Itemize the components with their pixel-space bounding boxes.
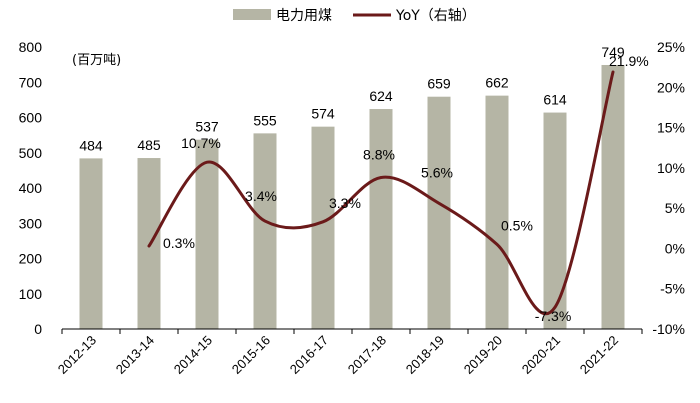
x-tick-label: 2012-13: [55, 333, 99, 377]
y-left-axis: 0 100 200 300 400 500 600 700 800: [19, 39, 43, 337]
y-right-tick-label: 25%: [657, 39, 685, 55]
x-tick-label: 2020-21: [519, 333, 563, 377]
unit-label: (百万吨): [72, 53, 121, 68]
x-tick-label: 2013-14: [113, 333, 157, 377]
bar: [253, 133, 277, 329]
bar-value-label: 484: [79, 137, 103, 153]
yoy-value-label: 0.5%: [501, 217, 533, 233]
x-axis-ticks: 2012-13 2013-14 2014-15 2015-16 2016-17 2017-…: [55, 329, 643, 377]
yoy-line-layer: [147, 70, 615, 316]
bar-value-label: 555: [253, 112, 277, 128]
legend-line-label: YoY（右轴）: [395, 8, 476, 24]
bar: [601, 64, 625, 329]
legend-bar-swatch: [233, 9, 271, 20]
yoy-value-label: 3.4%: [245, 188, 277, 204]
y-right-tick-label: 0%: [665, 240, 685, 256]
y-left-tick-label: 800: [19, 39, 43, 55]
x-tick-label: 2019-20: [461, 333, 505, 377]
y-right-tick-label: 10%: [657, 160, 685, 176]
bar-value-label: 662: [485, 75, 509, 91]
yoy-value-label: -7.3%: [535, 308, 572, 324]
x-tick-label: 2018-19: [403, 333, 447, 377]
yoy-value-label: 5.6%: [421, 164, 453, 180]
y-right-tick-label: 15%: [657, 120, 685, 136]
bar: [369, 109, 393, 329]
y-left-tick-label: 500: [19, 145, 43, 161]
yoy-value-label: 0.3%: [163, 235, 195, 251]
bar-labels: 484 485 537 555 574 624 659 662 614 749: [79, 44, 625, 153]
yoy-labels: 0.3% 10.7% 3.4% 3.3% 8.8% 5.6% 0.5% -7.3% 21.9%: [163, 53, 649, 324]
bar: [543, 112, 567, 329]
legend-bar-label: 电力用煤: [276, 8, 332, 24]
y-left-tick-label: 0: [34, 321, 42, 337]
bar-value-label: 485: [137, 137, 161, 153]
y-right-tick-label: -5%: [660, 281, 685, 297]
legend: 电力用煤 YoY（右轴）: [233, 8, 476, 24]
y-left-tick-label: 100: [19, 286, 43, 302]
x-tick-label: 2017-18: [345, 333, 389, 377]
x-tick-label: 2016-17: [287, 333, 331, 377]
bar: [427, 96, 451, 329]
bar-value-label: 537: [195, 119, 219, 135]
y-left-tick-label: 600: [19, 110, 43, 126]
yoy-value-label: 8.8%: [363, 147, 395, 163]
yoy-value-label: 3.3%: [329, 195, 361, 211]
bar: [79, 158, 103, 329]
y-right-tick-label: 20%: [657, 79, 685, 95]
bar: [195, 139, 219, 329]
x-tick-label: 2015-16: [229, 333, 273, 377]
bar-value-label: 624: [369, 88, 393, 104]
y-left-tick-label: 300: [19, 215, 43, 231]
bars: [79, 64, 625, 330]
y-left-tick-label: 700: [19, 74, 43, 90]
yoy-line: [147, 70, 615, 316]
bar-value-label: 614: [543, 92, 567, 108]
yoy-value-label: 21.9%: [609, 53, 649, 69]
bar: [485, 95, 509, 330]
y-right-axis: -10% -5% 0% 5% 10% 15% 20% 25%: [652, 39, 685, 337]
bar: [311, 126, 335, 329]
bar-value-label: 659: [427, 76, 451, 92]
x-tick-label: 2021-22: [577, 333, 621, 377]
y-right-tick-label: -10%: [652, 321, 685, 337]
bar-value-label: 574: [311, 106, 335, 122]
x-tick-label: 2014-15: [171, 333, 215, 377]
y-right-tick-label: 5%: [665, 200, 685, 216]
yoy-value-label: 10.7%: [181, 135, 221, 151]
y-left-tick-label: 200: [19, 251, 43, 267]
y-left-tick-label: 400: [19, 180, 43, 196]
bar-value-label: 749: [601, 44, 625, 60]
